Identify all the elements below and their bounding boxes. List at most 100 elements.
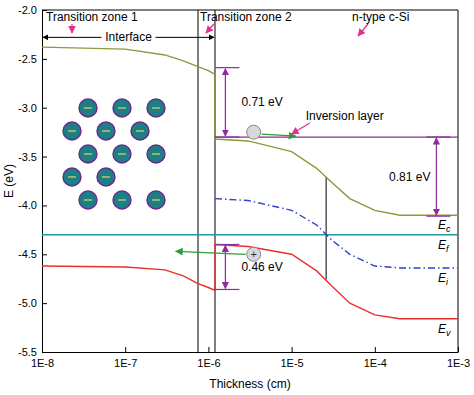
nanocrystal — [147, 99, 165, 117]
gap-label: 0.71 eV — [241, 95, 282, 109]
band-line — [42, 245, 458, 319]
nanocrystal-core — [152, 199, 160, 200]
y-tick-label: -4.0 — [18, 199, 37, 211]
x-tick-mark — [125, 347, 126, 352]
annotation-arrow — [71, 24, 72, 33]
gap-tick — [215, 67, 239, 68]
nanocrystal — [63, 122, 81, 140]
nanocrystal-core — [152, 107, 160, 108]
y-tick-mark — [42, 108, 47, 109]
x-tick: 1E-7 — [114, 347, 137, 369]
y-tick-label: -4.5 — [18, 248, 37, 260]
inversion-arrow — [292, 123, 310, 134]
annotation: Transition zone 1 — [46, 10, 138, 24]
curve-label: Ef — [438, 238, 450, 254]
gap-tick — [426, 136, 450, 137]
curve-label: Ev — [438, 322, 451, 338]
y-axis-title: E (eV) — [2, 164, 16, 198]
nanocrystal-core — [118, 199, 126, 200]
y-axis-line — [42, 11, 43, 353]
band-line — [42, 47, 458, 215]
zone-boundary — [198, 10, 199, 352]
band-line — [215, 199, 458, 268]
y-axis: -5.5 -5.0 -4.5 -4.0 -3.5 -3.0 -2.5 -2.0 — [18, 4, 47, 358]
gap-tick — [426, 216, 450, 217]
inversion-label: Inversion layer — [306, 109, 384, 123]
nanocrystal-core — [102, 176, 110, 177]
y-tick: -2.0 — [18, 4, 47, 16]
x-axis-title: Thickness (cm) — [209, 377, 290, 391]
gap-arrow — [225, 246, 226, 289]
y-tick-label: -2.5 — [18, 53, 37, 65]
x-tick-mark — [458, 347, 459, 352]
nanocrystal-core — [84, 153, 92, 154]
x-tick: 1E-4 — [364, 347, 387, 369]
x-tick: 1E-3 — [447, 347, 470, 369]
annotation: n-type c-Si — [352, 10, 409, 24]
depletion-edge — [326, 177, 327, 280]
interface-label-bg — [101, 30, 155, 44]
nanocrystal — [113, 99, 131, 117]
zone-boundary — [214, 10, 215, 352]
nanocrystal — [147, 191, 165, 209]
y-tick-mark — [42, 303, 47, 304]
gap-tick — [215, 136, 239, 137]
chart-root: 1E-8 1E-7 1E-6 1E-5 1E-4 1E-3 -5.5 -5.0 -4.5 -4.0… — [0, 0, 474, 395]
x-tick: 1E-6 — [197, 347, 220, 369]
annotation-arrow — [358, 24, 368, 36]
nanocrystal-core — [118, 107, 126, 108]
y-tick: -3.5 — [18, 151, 47, 163]
nanocrystal-core — [118, 153, 126, 154]
interface-label: Interface — [105, 30, 152, 44]
y-tick-mark — [42, 254, 47, 255]
nanocrystal — [79, 145, 97, 163]
nanocrystal — [63, 168, 81, 186]
chart-svg: 1E-8 1E-7 1E-6 1E-5 1E-4 1E-3 -5.5 -5.0 -4.5 -4.0… — [0, 0, 474, 395]
nanocrystal — [79, 191, 97, 209]
x-tick-label: 1E-5 — [280, 357, 303, 369]
gap-arrow — [436, 138, 437, 215]
y-tick: -4.5 — [18, 248, 47, 260]
y-tick-label: -5.0 — [18, 297, 37, 309]
x-axis: 1E-8 1E-7 1E-6 1E-5 1E-4 1E-3 — [31, 347, 470, 369]
x-tick-mark — [375, 347, 376, 352]
nanocrystal-core — [68, 176, 76, 177]
y-tick: -3.0 — [18, 102, 47, 114]
y-tick: -5.5 — [18, 346, 47, 358]
nanocrystal-cluster — [63, 99, 165, 209]
y-tick-label: -3.5 — [18, 151, 37, 163]
nanocrystal-core — [152, 153, 160, 154]
nanocrystal — [147, 145, 165, 163]
annotation-texts: +InterfaceTransition zone 1Transition zo… — [46, 10, 451, 338]
nanocrystal-core — [102, 130, 110, 131]
electron-arrow — [262, 134, 296, 136]
y-tick-label: -3.0 — [18, 102, 37, 114]
y-tick: -5.0 — [18, 297, 47, 309]
nanocrystal — [97, 122, 115, 140]
curve-label: Ec — [438, 218, 451, 234]
y-tick-label: -2.0 — [18, 4, 37, 16]
hole-sign: + — [250, 248, 256, 260]
nanocrystal — [113, 191, 131, 209]
nanocrystal-core — [84, 199, 92, 200]
gap-tick — [215, 244, 239, 245]
nanocrystal — [79, 99, 97, 117]
nanocrystal-core — [84, 107, 92, 108]
x-tick-label: 1E-6 — [197, 357, 220, 369]
annotation-arrow — [206, 24, 214, 33]
nanocrystal — [97, 168, 115, 186]
x-tick-label: 1E-7 — [114, 357, 137, 369]
y-tick-mark — [42, 157, 47, 158]
y-tick: -2.5 — [18, 53, 47, 65]
nanocrystal-core — [136, 130, 144, 131]
gap-label: 0.46 eV — [241, 260, 282, 274]
x-tick-label: 1E-8 — [31, 357, 54, 369]
hole-arrow — [176, 251, 246, 254]
x-tick-label: 1E-4 — [364, 357, 387, 369]
nanocrystal-core — [68, 130, 76, 131]
x-axis-line — [43, 352, 459, 353]
curve-label: Ei — [438, 271, 449, 287]
y-tick: -4.0 — [18, 199, 47, 211]
y-tick-mark — [42, 59, 47, 60]
y-tick-mark — [42, 205, 47, 206]
